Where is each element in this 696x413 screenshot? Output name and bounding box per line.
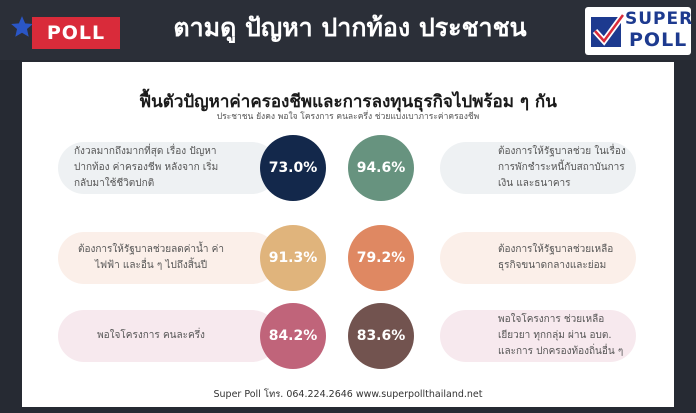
row1-right-value-circle: 94.6%	[348, 135, 414, 201]
row2-right-text: ต้องการให้รัฐบาลช่วยเหลือ ธุรกิจขนาดกลาง…	[498, 244, 614, 271]
infographic-card: ฟื้นตัวปัญหาค่าครองชีพและการลงทุนธุรกิจไ…	[22, 62, 674, 407]
footer-contact: Super Poll โทร. 064.224.2646 www.superpo…	[213, 389, 483, 400]
row3-right-value-circle: 83.6%	[348, 303, 414, 369]
star-icon	[11, 16, 33, 37]
page-title: ตามดู ปัญหา ปากท้อง ประชาชน	[173, 13, 527, 42]
row3-left-text: พอใจโครงการ คนละครึ่ง	[97, 330, 205, 341]
row2-left-value-circle: 91.3%	[260, 225, 326, 291]
row3-right-text: พอใจโครงการ ช่วยเหลือเยียวยา ทุกกลุ่ม ผ่…	[498, 314, 624, 357]
row2-left-text: ต้องการให้รัฐบาลช่วยลดค่าน้ำ ค่าไฟฟ้า แล…	[77, 244, 224, 271]
row2-left-pill: ต้องการให้รัฐบาลช่วยลดค่าน้ำ ค่าไฟฟ้า แล…	[58, 232, 278, 284]
checkmark-icon	[591, 13, 625, 47]
infographic-title: ฟื้นตัวปัญหาค่าครองชีพและการลงทุนธุรกิจไ…	[139, 92, 557, 112]
poll-badge: POLL	[32, 17, 120, 49]
row1-left-pill: กังวลมากถึงมากที่สุด เรื่อง ปัญหา ปากท้อ…	[58, 142, 278, 194]
row1-left-text: กังวลมากถึงมากที่สุด เรื่อง ปัญหา ปากท้อ…	[74, 146, 219, 189]
logo-text-top: SUPER	[625, 9, 694, 29]
top-banner: POLL ตามดู ปัญหา ปากท้อง ประชาชน SUPER P…	[0, 0, 696, 60]
row3-left-pill: พอใจโครงการ คนละครึ่ง	[58, 310, 278, 362]
row3-left-value-circle: 84.2%	[260, 303, 326, 369]
row1-left-value-circle: 73.0%	[260, 135, 326, 201]
row1-right-pill: ต้องการให้รัฐบาลช่วย ในเรื่อง การพักชำระ…	[440, 142, 636, 194]
row2-right-pill: ต้องการให้รัฐบาลช่วยเหลือ ธุรกิจขนาดกลาง…	[440, 232, 636, 284]
super-poll-logo: SUPER POLL	[585, 7, 694, 55]
row2-right-value-circle: 79.2%	[348, 225, 414, 291]
infographic-subtitle: ประชาชน ยังคง พอใจ โครงการ คนละครึ่ง ช่ว…	[216, 112, 480, 122]
row1-right-text: ต้องการให้รัฐบาลช่วย ในเรื่อง การพักชำระ…	[498, 146, 626, 189]
logo-text-bottom: POLL	[629, 29, 688, 51]
row3-right-pill: พอใจโครงการ ช่วยเหลือเยียวยา ทุกกลุ่ม ผ่…	[440, 310, 636, 362]
